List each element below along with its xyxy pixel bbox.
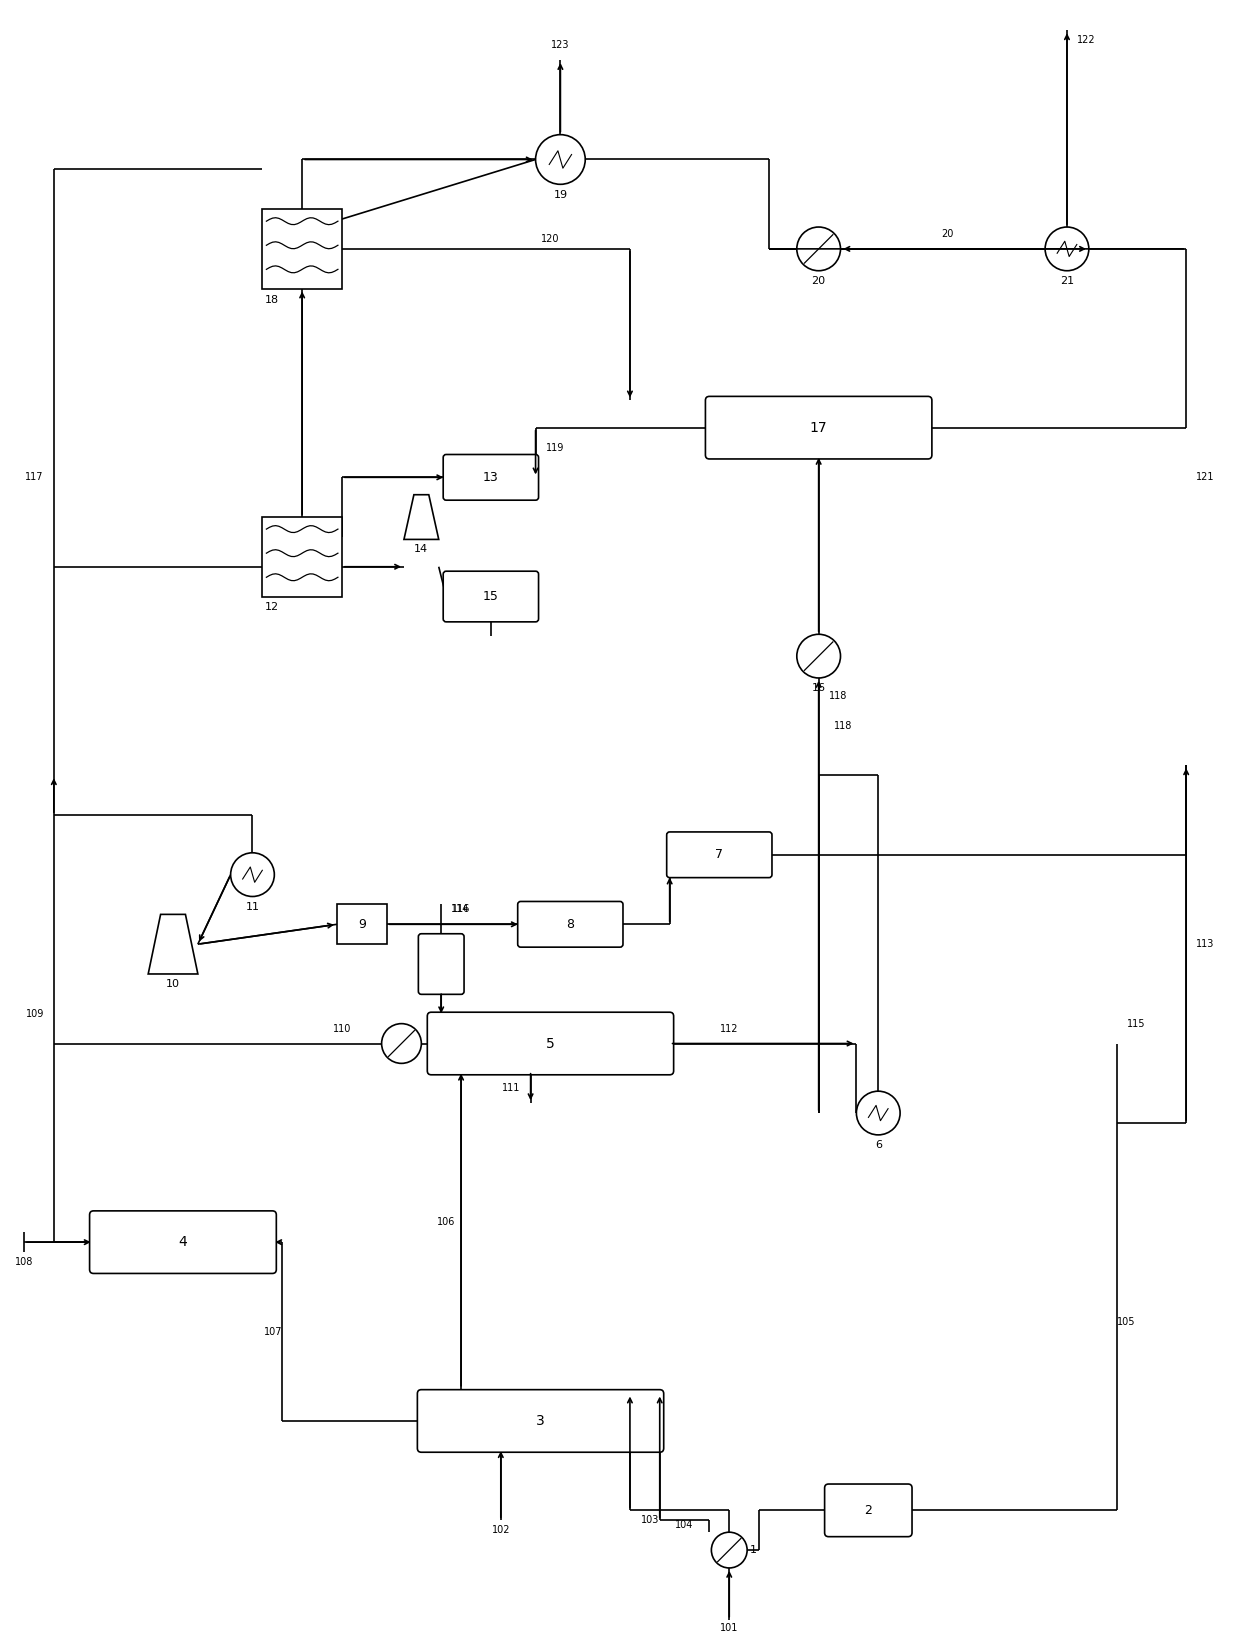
Text: 1: 1 xyxy=(750,1545,758,1555)
Text: 6: 6 xyxy=(874,1140,882,1150)
Text: 103: 103 xyxy=(641,1515,658,1525)
Text: 13: 13 xyxy=(484,470,498,484)
Text: 118: 118 xyxy=(833,721,852,730)
Text: 106: 106 xyxy=(436,1217,455,1227)
Circle shape xyxy=(231,852,274,897)
Text: 20: 20 xyxy=(941,229,954,239)
Text: 121: 121 xyxy=(1197,472,1215,482)
Text: 16: 16 xyxy=(812,683,826,694)
Bar xyxy=(337,905,387,944)
Text: 119: 119 xyxy=(546,443,564,452)
Text: 19: 19 xyxy=(553,189,568,199)
Text: 10: 10 xyxy=(166,979,180,989)
Text: 104: 104 xyxy=(676,1520,693,1530)
Text: 11: 11 xyxy=(246,901,259,911)
FancyBboxPatch shape xyxy=(825,1484,913,1536)
Polygon shape xyxy=(404,495,439,540)
FancyBboxPatch shape xyxy=(89,1211,277,1273)
FancyBboxPatch shape xyxy=(443,454,538,500)
Text: 117: 117 xyxy=(25,472,43,482)
FancyBboxPatch shape xyxy=(706,396,932,459)
Circle shape xyxy=(797,227,841,271)
Text: 113: 113 xyxy=(1197,939,1214,949)
Text: 122: 122 xyxy=(1076,35,1095,46)
Circle shape xyxy=(1045,227,1089,271)
Circle shape xyxy=(797,635,841,678)
Circle shape xyxy=(857,1091,900,1135)
Text: 114: 114 xyxy=(451,905,470,915)
Text: 109: 109 xyxy=(26,1008,43,1018)
Circle shape xyxy=(382,1023,422,1063)
Text: 18: 18 xyxy=(264,294,279,304)
Text: 107: 107 xyxy=(264,1326,283,1336)
Bar xyxy=(263,209,342,288)
Bar xyxy=(263,517,342,597)
FancyBboxPatch shape xyxy=(418,1390,663,1453)
Polygon shape xyxy=(149,915,198,974)
FancyBboxPatch shape xyxy=(428,1012,673,1074)
Text: 15: 15 xyxy=(482,591,498,604)
FancyBboxPatch shape xyxy=(667,832,773,878)
Text: 3: 3 xyxy=(536,1415,544,1428)
Circle shape xyxy=(536,135,585,184)
Text: 101: 101 xyxy=(720,1622,739,1632)
Text: 116: 116 xyxy=(451,905,470,915)
FancyBboxPatch shape xyxy=(517,901,622,948)
Text: 20: 20 xyxy=(812,276,826,286)
FancyBboxPatch shape xyxy=(443,571,538,622)
Text: 21: 21 xyxy=(1060,276,1074,286)
Text: 14: 14 xyxy=(414,544,428,554)
Text: 118: 118 xyxy=(828,691,847,701)
Circle shape xyxy=(712,1531,748,1568)
Text: 110: 110 xyxy=(332,1023,351,1033)
Text: 12: 12 xyxy=(264,602,279,612)
Text: 8: 8 xyxy=(567,918,574,931)
Text: 7: 7 xyxy=(715,849,723,862)
Text: 102: 102 xyxy=(491,1525,510,1535)
Text: 17: 17 xyxy=(810,421,827,434)
Text: 105: 105 xyxy=(1117,1316,1136,1326)
Text: 123: 123 xyxy=(551,39,569,51)
FancyBboxPatch shape xyxy=(418,934,464,994)
Text: 120: 120 xyxy=(541,234,559,243)
Text: 2: 2 xyxy=(864,1504,872,1517)
Text: 5: 5 xyxy=(546,1036,554,1051)
Text: 108: 108 xyxy=(15,1257,33,1267)
Text: 112: 112 xyxy=(720,1023,739,1033)
Text: 9: 9 xyxy=(358,918,366,931)
Text: 4: 4 xyxy=(179,1235,187,1249)
Text: 111: 111 xyxy=(501,1082,520,1094)
Text: 115: 115 xyxy=(1127,1018,1145,1028)
